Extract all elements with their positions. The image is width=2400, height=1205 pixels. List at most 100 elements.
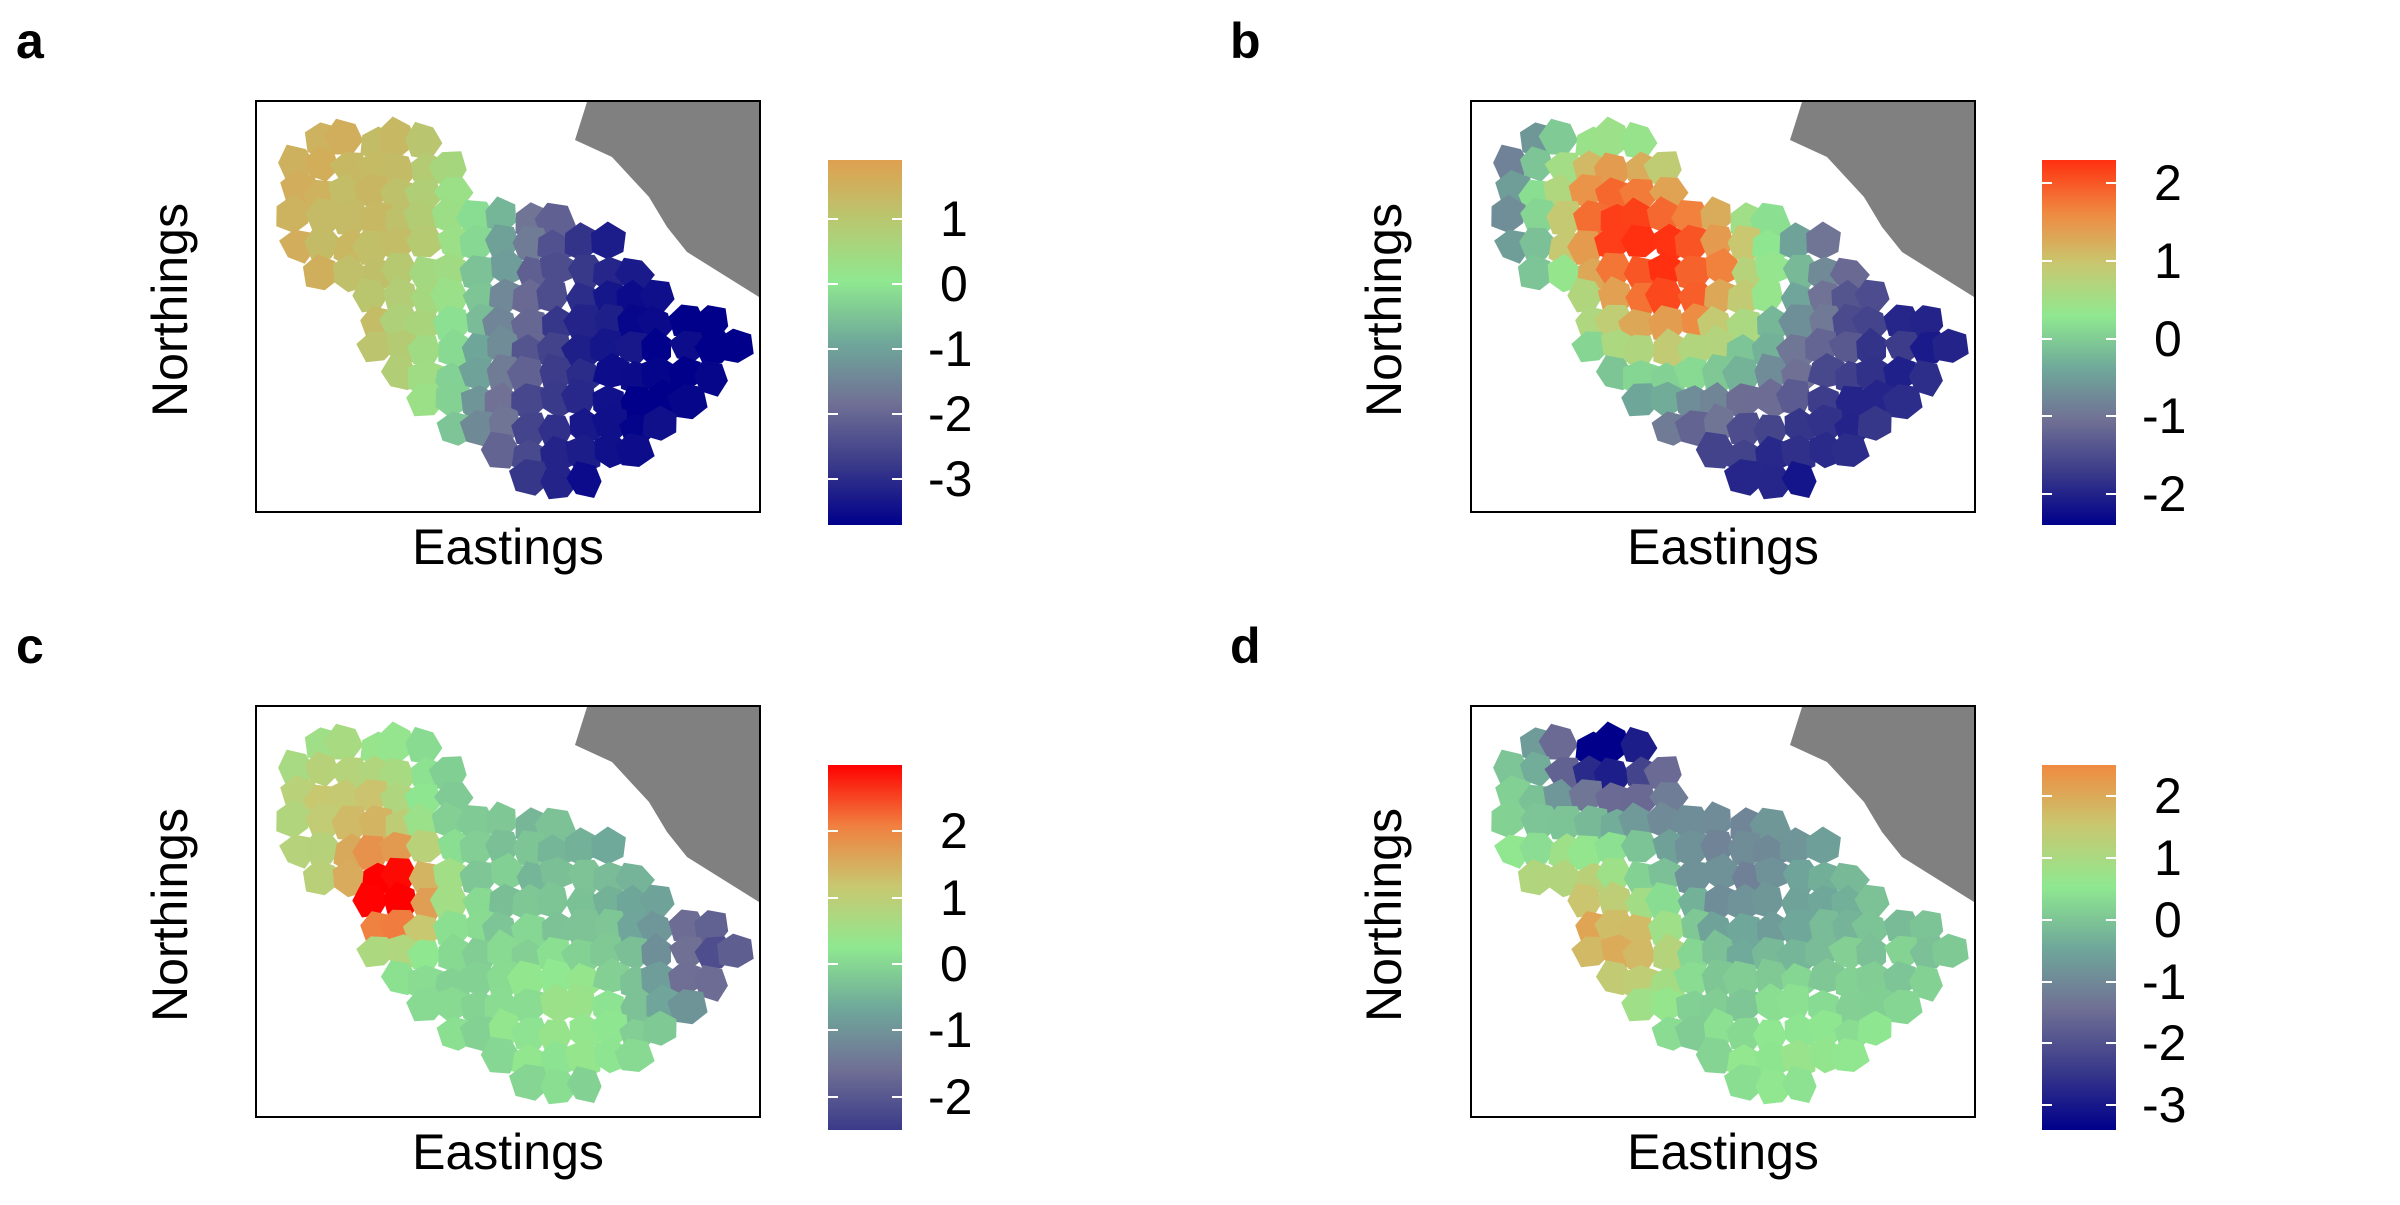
colorbar-label: -2	[2142, 465, 2187, 522]
map-region-cell	[407, 939, 441, 973]
map-region-cell	[353, 174, 389, 209]
map-region-cell	[563, 304, 605, 341]
choropleth-map	[276, 102, 759, 500]
map-region-cell	[1567, 882, 1604, 918]
map-region-cell	[1568, 779, 1604, 814]
map-region-cell	[1493, 749, 1530, 786]
map-region-cell	[1807, 958, 1845, 993]
colorbar-tick	[892, 1029, 902, 1032]
map-region-cell	[1780, 434, 1817, 475]
map-region-cell	[1806, 1009, 1844, 1048]
map-region-cell	[405, 829, 446, 863]
map-region-cell	[1650, 381, 1684, 419]
colorbar: 2 1 0 -1 -2	[2042, 158, 2186, 525]
map-region-cell	[539, 958, 577, 995]
map-region-cell	[511, 383, 546, 420]
map-region-cell	[1809, 431, 1842, 469]
map-region-cell	[1644, 882, 1684, 920]
map-region-cell	[1779, 222, 1813, 262]
map-region-cell	[429, 882, 469, 920]
map-region-cell	[1650, 986, 1684, 1024]
colorbar-tick	[2042, 182, 2052, 185]
map-region-cell	[1829, 862, 1870, 896]
map-region-cell	[358, 200, 394, 239]
map-region-cell	[1909, 910, 1944, 946]
map-region-cell	[1726, 383, 1761, 420]
map-region-cell	[1620, 829, 1661, 863]
panel-d: d Northings Eastings 2 1 0 -1 -2 -3	[1208, 605, 2400, 1205]
map-region-cell	[561, 378, 596, 417]
map-region-cell	[1700, 801, 1732, 839]
map-region-cell	[592, 958, 630, 993]
map-region-cell	[510, 913, 551, 951]
land-mass	[575, 102, 759, 297]
map-region-cell	[1835, 385, 1870, 421]
map-region-cell	[1781, 1066, 1817, 1103]
map-region-cell	[717, 933, 754, 968]
map-region-cell	[1725, 308, 1766, 346]
y-axis-label: Northings	[1356, 203, 1412, 417]
map-region-cell	[636, 305, 673, 343]
colorbar-tick	[828, 348, 838, 351]
map-region-cell	[566, 461, 602, 498]
choropleth-map	[276, 707, 759, 1105]
map-region-cell	[1807, 353, 1845, 388]
map-region-cell	[302, 859, 339, 896]
map-region-cell	[459, 255, 496, 292]
map-region-cell	[1752, 1019, 1788, 1052]
map-region-cell	[1494, 229, 1531, 264]
map-region-cell	[1491, 799, 1526, 839]
map-region-cell	[1517, 254, 1554, 291]
map-region-cell	[614, 1038, 655, 1072]
map-region-cell	[433, 910, 471, 947]
colorbar-label: 0	[2154, 891, 2182, 948]
colorbar-label: -2	[928, 1068, 973, 1125]
map-region-cell	[276, 194, 311, 234]
colorbar-label: -2	[928, 386, 973, 443]
map-region-cell	[1593, 152, 1631, 191]
map-region-cell	[1806, 404, 1844, 443]
colorbar-tick	[892, 478, 902, 481]
map-region-cell	[429, 277, 469, 315]
map-region-cell	[591, 826, 626, 865]
map-region-cell	[1519, 146, 1554, 182]
map-region-cell	[379, 226, 414, 261]
colorbar-tick	[2042, 492, 2052, 495]
map-region-cell	[564, 827, 598, 867]
x-axis-label: Eastings	[1627, 519, 1819, 575]
map-region-cell	[456, 200, 497, 235]
map-region-cell	[1829, 433, 1870, 467]
map-region-cell	[1883, 356, 1917, 391]
map-region-cell	[539, 353, 577, 390]
panel-letter: a	[16, 13, 44, 69]
map-region-cell	[1721, 355, 1760, 395]
colorbar-tick	[828, 896, 838, 899]
map-frame	[1470, 705, 1976, 1118]
map-region-cell	[717, 328, 754, 363]
map-region-cell	[1932, 933, 1969, 968]
colorbar-tick	[892, 282, 902, 285]
map-region-cell	[323, 723, 364, 760]
map-region-cell	[304, 146, 339, 182]
map-region-cell	[480, 431, 522, 469]
map-region-cell	[435, 381, 469, 419]
y-axis-label: Northings	[1356, 808, 1412, 1022]
map-region-cell	[431, 196, 468, 234]
colorbar-tick	[2042, 1042, 2052, 1045]
map-region-cell	[620, 385, 655, 421]
colorbar-label: 2	[940, 803, 968, 860]
colorbar-tick	[2106, 415, 2116, 418]
map-region-cell	[459, 860, 496, 897]
map-region-cell	[565, 434, 602, 475]
map-region-cell	[1851, 910, 1888, 948]
map-region-cell	[378, 152, 416, 191]
choropleth-map	[1491, 707, 1974, 1105]
map-region-cell	[536, 276, 569, 314]
map-region-cell	[304, 751, 339, 787]
map-region-cell	[1726, 988, 1761, 1025]
map-region-cell	[563, 909, 605, 946]
map-region-cell	[352, 882, 389, 918]
map-region-cell	[1491, 194, 1526, 234]
colorbar-label: 1	[940, 190, 968, 247]
map-region-cell	[332, 253, 367, 293]
